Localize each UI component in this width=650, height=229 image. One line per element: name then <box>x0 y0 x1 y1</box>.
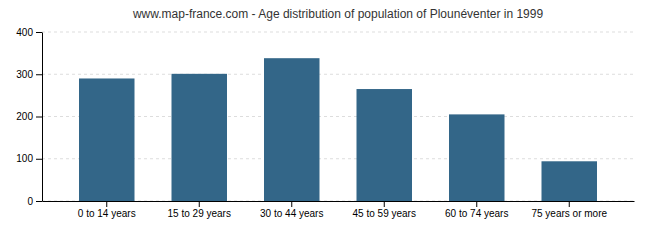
axis-line <box>42 33 43 202</box>
title: www.map-france.com - Age distribution of… <box>132 7 544 21</box>
tick-mark <box>384 201 385 207</box>
tick-label: 0 <box>27 196 33 207</box>
tick-label: 75 years or more <box>531 208 607 219</box>
grid <box>42 32 634 201</box>
tick-mark <box>291 201 292 207</box>
tick-mark <box>199 201 200 207</box>
tick: 300 <box>16 69 42 80</box>
tick-label: 15 to 29 years <box>168 208 231 219</box>
plot-area: 0 100 200 300 400 0 to 14 years 15 to 29 years… <box>16 27 634 219</box>
bar <box>264 58 320 201</box>
bars <box>79 58 597 201</box>
tick: 200 <box>16 111 42 122</box>
bar <box>449 114 505 201</box>
tick: 75 years or more <box>531 201 607 219</box>
tick-label: 300 <box>16 69 33 80</box>
tick-mark <box>106 201 107 207</box>
tick: 15 to 29 years <box>168 201 231 219</box>
tick: 45 to 59 years <box>353 201 416 219</box>
tick-label: 400 <box>16 27 33 38</box>
tick: 30 to 44 years <box>260 201 323 219</box>
bar <box>172 74 228 201</box>
tick-label: 0 to 14 years <box>78 208 136 219</box>
bar <box>542 161 598 201</box>
axis-line <box>43 201 635 202</box>
chart-svg: 0 100 200 300 400 0 to 14 years 15 to 29 years… <box>0 0 650 229</box>
grid-line <box>42 74 634 75</box>
grid-line <box>42 32 634 33</box>
tick-mark <box>36 74 42 75</box>
tick-mark <box>476 201 477 207</box>
tick-label: 100 <box>16 153 33 164</box>
tick: 100 <box>16 153 42 164</box>
tick-label: 60 to 74 years <box>445 208 508 219</box>
tick: 0 to 14 years <box>78 201 136 219</box>
tick-mark <box>36 201 42 202</box>
y-axis: 0 100 200 300 400 <box>16 27 42 207</box>
tick-label: 200 <box>16 111 33 122</box>
tick-label: 30 to 44 years <box>260 208 323 219</box>
chart-container: 0 100 200 300 400 0 to 14 years 15 to 29 years… <box>0 0 650 229</box>
bar <box>357 89 413 201</box>
tick: 60 to 74 years <box>445 201 508 219</box>
tick: 400 <box>16 27 42 38</box>
tick-mark <box>36 159 42 160</box>
x-axis: 0 to 14 years 15 to 29 years 30 to 44 year… <box>43 201 635 219</box>
tick: 0 <box>27 196 42 207</box>
tick-mark <box>36 32 42 33</box>
bar <box>79 78 135 201</box>
tick-label: 45 to 59 years <box>353 208 416 219</box>
tick-mark <box>36 117 42 118</box>
tick-mark <box>569 201 570 207</box>
